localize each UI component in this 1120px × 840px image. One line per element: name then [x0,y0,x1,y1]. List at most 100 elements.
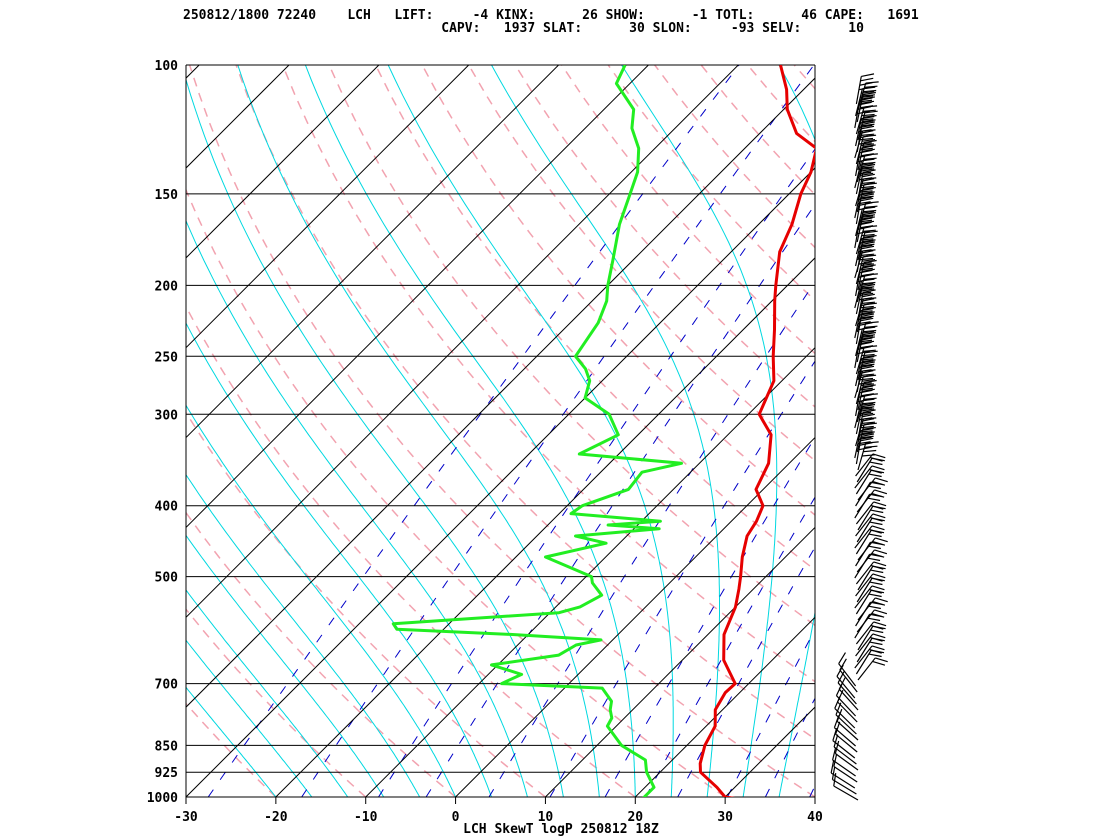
wind-barb-flag [862,181,876,184]
moist-adiabat-line [237,65,600,797]
wind-barb-flag [861,191,875,195]
wind-barb [839,658,858,693]
wind-barb-staff [854,310,862,339]
wind-barb-flag [870,569,884,574]
wind-barb-staff [837,682,857,705]
wind-barb-staff [856,577,873,603]
mixing-ratio-line [207,65,740,797]
wind-barb-staff [857,292,864,321]
wind-barb-flag [859,407,873,411]
wind-barb [854,645,885,669]
wind-barb [854,398,875,429]
wind-barb-flag [859,202,873,206]
temperature-tick-label: 20 [627,810,643,825]
wind-barb-staff [834,727,856,747]
wind-barb [857,169,876,201]
plot-frame [185,65,816,797]
dry-adiabat-line [700,65,815,196]
wind-barb-flag [859,82,873,86]
wind-barb-flag [871,465,885,471]
wind-barb-flag [862,144,876,148]
wind-barb-staff [855,376,864,405]
dry-adiabat-line [654,65,815,249]
wind-barb [854,158,875,189]
wind-barb-staff [855,501,875,525]
wind-barb-flag [862,161,876,165]
wind-barb-flag [839,658,847,671]
dry-adiabat-line [186,511,457,797]
wind-barb-staff [855,513,874,537]
wind-barb-flag [863,139,877,144]
wind-barb-flag [869,576,883,582]
wind-barb-flag [871,585,885,591]
moist-adiabats [186,65,815,797]
wind-barb-flag [861,288,875,292]
wind-barb-flag [861,298,875,302]
wind-barb-flag [862,211,876,216]
wind-barb-flag [860,370,874,374]
wind-barb-flag [875,477,888,483]
wind-barb-flag [858,142,872,145]
wind-barb [854,585,885,609]
wind-barb [856,549,888,573]
wind-barb-flag [860,317,874,322]
wind-barb-staff [857,322,867,351]
isotherm-line [186,167,815,797]
wind-barb-flag [860,358,874,361]
wind-barb-flag [860,437,874,442]
wind-barb [857,597,888,621]
wind-barb-flag [838,652,846,665]
wind-barb-staff [855,328,863,357]
temperature-tick-label: -30 [174,810,198,825]
mixing-ratio-line [645,496,815,797]
wind-barb-flag [861,253,875,256]
wind-barb-flag [863,114,877,118]
dewpoint-profile [391,65,683,797]
wind-barb-flag [859,430,873,433]
wind-barb-flag [861,241,875,246]
wind-barb-flag [861,113,875,117]
wind-barb-flag [859,177,873,181]
isotherm-line [186,65,739,618]
wind-barb-flag [862,289,876,294]
wind-barb [855,573,886,597]
wind-barb-staff [856,184,865,213]
wind-barb-staff [856,304,865,333]
wind-barb-staff [857,382,865,411]
wind-barb-flag [862,119,876,123]
wind-barb-staff [857,112,866,141]
wind-barb-flag [873,561,887,567]
wind-barb-flag [874,549,888,555]
wind-barb-staff [857,597,876,621]
wind-barb [857,477,888,501]
mixing-ratio-line [726,628,815,797]
wind-barb [855,374,877,405]
wind-barb-staff [857,505,874,531]
wind-barb-flag [859,134,873,139]
dry-adiabat-line [186,411,546,797]
dry-adiabat-line [281,65,815,683]
wind-barb-staff [854,585,873,609]
pressure-tick-label: 150 [155,188,179,203]
wind-barb-flag [874,489,888,495]
wind-barb-staff [855,358,863,387]
wind-barb-flag [863,209,877,213]
wind-barb-flag [867,617,881,622]
wind-barb-flag [868,653,882,658]
header-line-1: 250812/1800 72240 LCH LIFT: -4 KINX: 26 … [183,8,919,23]
wind-barb-flag [861,293,875,298]
wind-barb-staff [834,707,856,729]
wind-barb [857,379,877,411]
temperature-tick-label: 30 [717,810,733,825]
wind-barb-staff [833,746,857,765]
wind-barb-flag [860,95,874,99]
wind-barb-flag [861,286,875,289]
wind-barb-flag [861,353,875,357]
moist-adiabat-line [186,686,277,797]
wind-barb-flag [859,147,873,151]
wind-barb-staff [838,663,857,687]
wind-barb-staff [855,589,872,615]
wind-barb-flag [867,485,881,490]
wind-barb-flag [870,504,884,510]
wind-barb-flag [860,273,874,277]
